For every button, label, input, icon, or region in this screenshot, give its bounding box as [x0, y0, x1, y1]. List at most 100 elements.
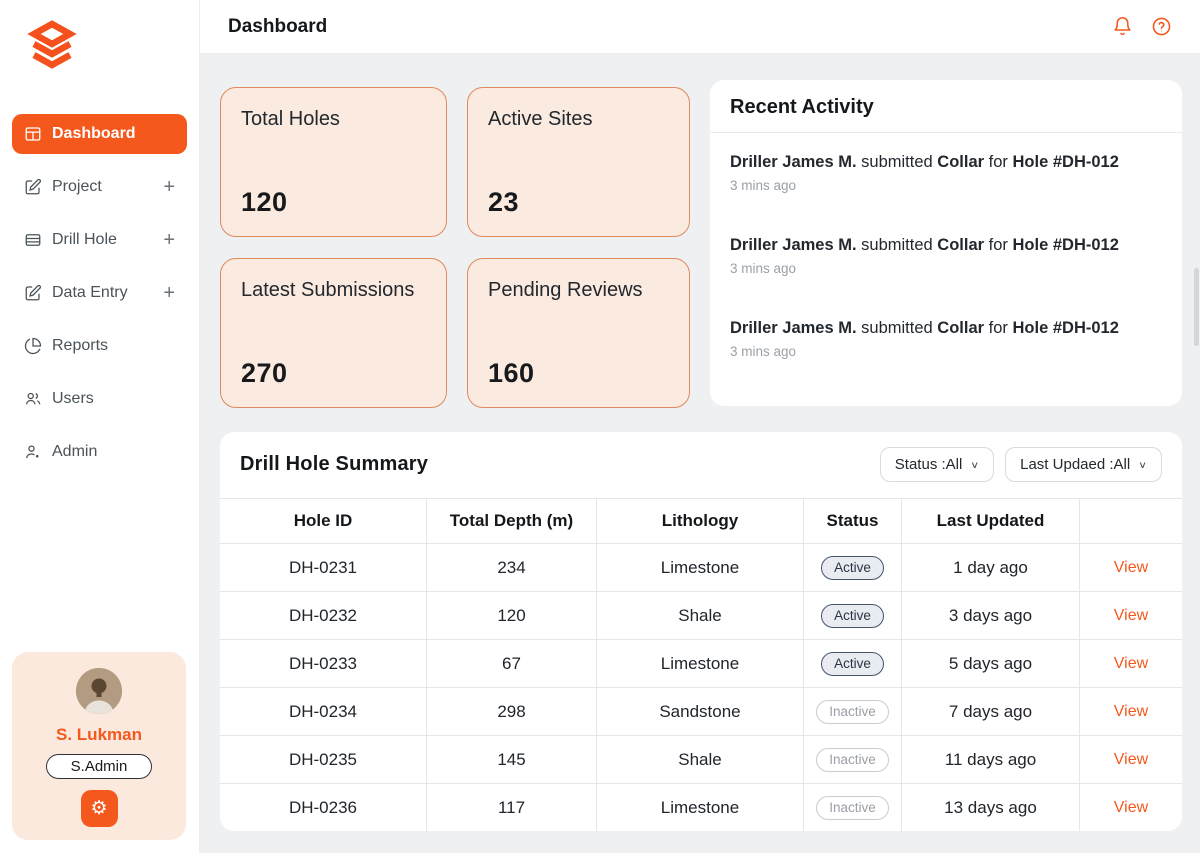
cell-lithology: Limestone [597, 640, 804, 687]
status-badge: Active [821, 604, 884, 628]
stat-label: Pending Reviews [488, 277, 669, 303]
sidebar-item-dashboard[interactable]: Dashboard [12, 114, 187, 154]
table-header-row: Hole ID Total Depth (m) Lithology Status… [220, 499, 1182, 544]
last-updated-filter-dropdown[interactable]: Last Updaed :All ∨ [1005, 447, 1162, 482]
sidebar-item-label: Admin [52, 443, 97, 461]
stat-value: 120 [241, 187, 426, 218]
activity-action: submitted [861, 319, 933, 337]
column-header-lithology: Lithology [597, 499, 804, 543]
gear-icon: ⚙ [90, 799, 107, 818]
recent-activity-header: Recent Activity [710, 80, 1182, 133]
activity-doc: Collar [937, 319, 984, 337]
table-row: DH-0233 67 Limestone Active 5 days ago V… [220, 640, 1182, 688]
drill-hole-summary-panel: Drill Hole Summary Status :All ∨ Last Up… [220, 432, 1182, 831]
view-link[interactable]: View [1114, 655, 1148, 673]
plus-icon[interactable]: + [163, 283, 175, 303]
activity-target: Hole #DH-012 [1013, 319, 1119, 337]
sidebar-item-label: Users [52, 390, 94, 408]
top-bar: Dashboard [200, 0, 1200, 54]
status-badge: Active [821, 556, 884, 580]
activity-target: Hole #DH-012 [1013, 236, 1119, 254]
activity-text: Driller James M. submitted Collar for Ho… [730, 153, 1162, 172]
cell-last-updated: 1 day ago [902, 544, 1080, 591]
activity-actor: Driller James M. [730, 153, 857, 171]
sidebar-item-drill-hole[interactable]: Drill Hole + [12, 220, 187, 260]
activity-timestamp: 3 mins ago [730, 261, 1162, 276]
cell-last-updated: 7 days ago [902, 688, 1080, 735]
activity-doc: Collar [937, 153, 984, 171]
view-link[interactable]: View [1114, 703, 1148, 721]
topbar-icons [1112, 16, 1172, 37]
dashboard-icon [24, 125, 42, 143]
recent-activity-list: Driller James M. submitted Collar for Ho… [710, 133, 1182, 359]
activity-target: Hole #DH-012 [1013, 153, 1119, 171]
cell-hole-id: DH-0235 [220, 736, 427, 783]
view-link[interactable]: View [1114, 799, 1148, 817]
activity-action: submitted [861, 153, 933, 171]
stats-grid: Total Holes 120 Active Sites 23 Latest S… [220, 87, 690, 408]
sidebar-item-data-entry[interactable]: Data Entry + [12, 273, 187, 313]
table-row: DH-0232 120 Shale Active 3 days ago View [220, 592, 1182, 640]
cell-last-updated: 11 days ago [902, 736, 1080, 783]
sidebar-item-users[interactable]: Users [12, 379, 187, 419]
stat-card-active-sites: Active Sites 23 [467, 87, 690, 237]
sidebar-nav: Dashboard Project + Drill Hole + [12, 114, 187, 485]
cell-lithology: Limestone [597, 784, 804, 831]
sidebar-item-project[interactable]: Project + [12, 167, 187, 207]
stat-value: 160 [488, 358, 669, 389]
cell-last-updated: 13 days ago [902, 784, 1080, 831]
status-badge: Inactive [816, 700, 889, 724]
sidebar-item-label: Drill Hole [52, 231, 117, 249]
status-filter-dropdown[interactable]: Status :All ∨ [880, 447, 994, 482]
view-link[interactable]: View [1114, 751, 1148, 769]
profile-name: S. Lukman [56, 725, 142, 745]
table-row: DH-0235 145 Shale Inactive 11 days ago V… [220, 736, 1182, 784]
content: Total Holes 120 Active Sites 23 Latest S… [200, 54, 1200, 853]
notification-bell-icon[interactable] [1112, 16, 1133, 37]
chevron-down-icon: ∨ [1138, 459, 1147, 470]
pie-chart-icon [24, 337, 42, 355]
app-root: Dashboard Project + Drill Hole + [0, 0, 1200, 853]
stat-card-latest-submissions: Latest Submissions 270 [220, 258, 447, 408]
brand-logo-layers-icon [24, 18, 80, 74]
table-row: DH-0236 117 Limestone Inactive 13 days a… [220, 784, 1182, 831]
settings-button[interactable]: ⚙ [81, 790, 118, 827]
cell-lithology: Shale [597, 736, 804, 783]
activity-timestamp: 3 mins ago [730, 178, 1162, 193]
cell-depth: 117 [427, 784, 597, 831]
edit-square-icon [24, 178, 42, 196]
filter-label: Last Updaed :All [1020, 456, 1130, 473]
cell-depth: 298 [427, 688, 597, 735]
activity-connector: for [989, 236, 1008, 254]
activity-item: Driller James M. submitted Collar for Ho… [730, 153, 1162, 193]
stat-card-pending-reviews: Pending Reviews 160 [467, 258, 690, 408]
help-icon[interactable] [1151, 16, 1172, 37]
stat-card-total-holes: Total Holes 120 [220, 87, 447, 237]
activity-doc: Collar [937, 236, 984, 254]
stat-label: Total Holes [241, 106, 426, 132]
activity-connector: for [989, 153, 1008, 171]
cell-hole-id: DH-0232 [220, 592, 427, 639]
view-link[interactable]: View [1114, 607, 1148, 625]
recent-activity-title: Recent Activity [730, 96, 1162, 119]
sidebar-item-label: Project [52, 178, 102, 196]
sidebar-item-label: Data Entry [52, 284, 128, 302]
cell-last-updated: 3 days ago [902, 592, 1080, 639]
plus-icon[interactable]: + [163, 230, 175, 250]
plus-icon[interactable]: + [163, 177, 175, 197]
status-badge: Inactive [816, 796, 889, 820]
table-row: DH-0231 234 Limestone Active 1 day ago V… [220, 544, 1182, 592]
sidebar-item-reports[interactable]: Reports [12, 326, 187, 366]
sidebar-item-label: Reports [52, 337, 108, 355]
column-header-status: Status [804, 499, 902, 543]
cell-hole-id: DH-0236 [220, 784, 427, 831]
vertical-scrollbar[interactable] [1194, 268, 1199, 346]
top-row: Total Holes 120 Active Sites 23 Latest S… [220, 80, 1182, 408]
summary-header: Drill Hole Summary Status :All ∨ Last Up… [220, 432, 1182, 498]
sidebar-item-admin[interactable]: Admin [12, 432, 187, 472]
column-header-hole-id: Hole ID [220, 499, 427, 543]
activity-connector: for [989, 319, 1008, 337]
activity-text: Driller James M. submitted Collar for Ho… [730, 236, 1162, 255]
activity-item: Driller James M. submitted Collar for Ho… [730, 319, 1162, 359]
view-link[interactable]: View [1114, 559, 1148, 577]
